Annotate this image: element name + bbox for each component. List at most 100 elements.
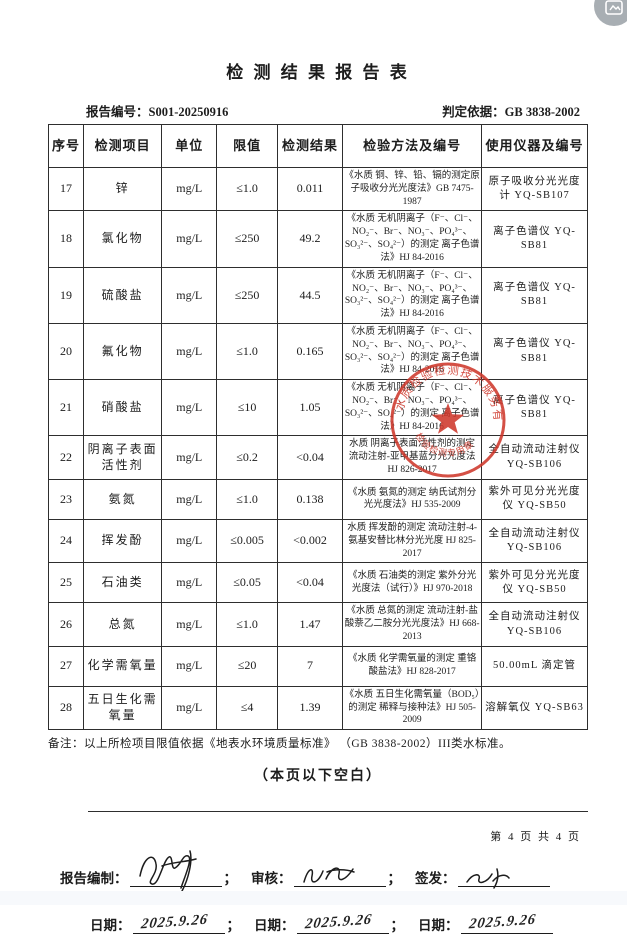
results-table: 序号 检测项目 单位 限值 检测结果 检验方法及编号 使用仪器及编号 17 锌 mg/L ≤1.0…: [47, 124, 588, 731]
cell-unit: mg/L: [161, 602, 218, 647]
cell-limit: ≤1.0: [216, 166, 278, 212]
review-date-value: 2025.9.26: [303, 911, 373, 933]
review-date-field: 日期： 2025.9.26 ；: [254, 903, 405, 935]
signature-scribble: [138, 850, 197, 892]
prepared-by-signature: [129, 850, 222, 892]
cell-instrument: 紫外可见分光光度仪 YQ-SB50: [481, 562, 588, 604]
cell-instrument: 离子色谱仪 YQ-SB81: [481, 379, 588, 437]
separator: ；: [390, 918, 405, 934]
column-header: 检测结果: [276, 124, 344, 168]
page-number: 第 4 页 共 4 页: [490, 831, 581, 843]
judgment-basis-label: 判定依据：: [442, 105, 505, 119]
date-label: 日期：: [418, 918, 459, 934]
footnote: 备注：以上所检项目限值依据《地表水环境质量标准》 （GB 3838-2002）I…: [48, 738, 512, 751]
cell-no: 19: [47, 266, 85, 324]
cell-limit: ≤250: [216, 210, 278, 268]
cell-unit: mg/L: [161, 562, 218, 604]
separator: ；: [223, 871, 238, 887]
cell-item: 化学需氧量: [83, 645, 163, 687]
cell-item: 总氮: [83, 602, 163, 647]
cell-result: 1.05: [276, 379, 344, 437]
cell-unit: mg/L: [161, 435, 218, 480]
cell-item: 硝酸盐: [83, 379, 163, 437]
cell-limit: ≤20: [216, 645, 278, 687]
signature-row: 报告编制： ； 审核： ； 签发：: [60, 850, 588, 892]
prepared-date-value: 2025.9.26: [139, 911, 209, 933]
cell-limit: ≤10: [216, 379, 278, 437]
cell-unit: mg/L: [161, 266, 218, 324]
report-meta: 报告编号：S001-20250916 判定依据：GB 3838-2002: [48, 101, 588, 124]
cell-method: 《水质 总氮的测定 流动注射-盐酸萘乙二胺分光光度法》HJ 668-2013: [342, 602, 483, 647]
cell-result: 49.2: [276, 210, 344, 268]
export-image-icon: [605, 0, 623, 26]
judgment-basis-value: GB 3838-2002: [504, 105, 580, 119]
cell-method: 《水质 化学需氧量的测定 重铬酸盐法》HJ 828-2017: [342, 645, 483, 687]
cell-no: 28: [47, 685, 85, 731]
cell-instrument: 全自动流动注射仪 YQ-SB106: [481, 435, 588, 480]
cell-item: 锌: [83, 166, 163, 212]
cell-instrument: 溶解氧仪 YQ-SB63: [481, 685, 588, 731]
cell-method: 水质 挥发酚的测定 流动注射-4-氨基安替比林分光光度 HJ 825-2017: [342, 518, 483, 564]
cell-result: 1.39: [276, 685, 344, 731]
column-header: 序号: [47, 124, 85, 168]
report-number-value: S001-20250916: [148, 105, 229, 119]
column-header: 使用仪器及编号: [481, 124, 588, 168]
cell-unit: mg/L: [161, 645, 218, 687]
cell-no: 22: [47, 435, 85, 480]
report-number-label: 报告编号：: [86, 105, 149, 119]
cell-instrument: 紫外可见分光光度仪 YQ-SB50: [481, 478, 588, 520]
results-table-body: 17 锌 mg/L ≤1.0 0.011 《水质 铜、锌、铅、镉的测定原子吸收分光光度法》…: [47, 166, 588, 731]
cell-method: 《水质 无机阴离子（F⁻、Cl⁻、NO₂⁻、Br⁻、NO₃⁻、PO₄³⁻、SO₃…: [342, 266, 483, 324]
cell-method: 《水质 五日生化需氧量（BOD₅）的测定 稀释与接种法》HJ 505-2009: [342, 685, 483, 731]
cell-method: 水质 阴离子表面活性剂的测定 流动注射-亚甲基蓝分光光度法 HJ 826-201…: [342, 435, 483, 480]
table-row: 17 锌 mg/L ≤1.0 0.011 《水质 铜、锌、铅、镉的测定原子吸收分光光度法》…: [47, 166, 588, 212]
table-row: 26 总氮 mg/L ≤1.0 1.47 《水质 总氮的测定 流动注射-盐酸萘乙二胺分光光…: [47, 602, 588, 647]
table-row: 27 化学需氧量 mg/L ≤20 7 《水质 化学需氧量的测定 重铬酸盐法》HJ 828…: [47, 645, 588, 687]
cell-no: 24: [47, 518, 85, 564]
table-row: 20 氟化物 mg/L ≤1.0 0.165 《水质 无机阴离子（F⁻、Cl⁻、NO₂⁻、…: [47, 322, 588, 381]
page-title: 检 测 结 果 报 告 表: [226, 63, 410, 82]
column-header: 检验方法及编号: [342, 124, 483, 168]
cell-unit: mg/L: [161, 478, 218, 520]
cell-unit: mg/L: [161, 518, 218, 564]
cell-method: 《水质 石油类的测定 紫外分光光度法（试行）》HJ 970-2018: [342, 562, 483, 604]
cell-result: 44.5: [276, 266, 344, 324]
cell-unit: mg/L: [161, 379, 218, 437]
prepared-by-label: 报告编制：: [60, 871, 128, 887]
table-row: 19 硫酸盐 mg/L ≤250 44.5 《水质 无机阴离子（F⁻、Cl⁻、NO₂⁻、B…: [47, 266, 588, 324]
cell-item: 硫酸盐: [83, 266, 163, 324]
cell-method: 《水质 无机阴离子（F⁻、Cl⁻、NO₂⁻、Br⁻、NO₃⁻、PO₄³⁻、SO₃…: [342, 379, 483, 437]
cell-limit: ≤1.0: [216, 322, 278, 381]
cell-item: 五日生化需氧量: [83, 685, 163, 731]
cell-result: <0.04: [276, 562, 344, 604]
cell-item: 挥发酚: [83, 518, 163, 564]
cell-limit: ≤1.0: [216, 478, 278, 520]
cell-item: 石油类: [83, 562, 163, 604]
cell-method: 《水质 铜、锌、铅、镉的测定原子吸收分光光度法》GB 7475-1987: [342, 166, 483, 212]
prepared-date-field: 日期： 2025.9.26 ；: [90, 903, 241, 935]
cell-unit: mg/L: [161, 685, 218, 731]
cell-no: 20: [47, 322, 85, 381]
reviewed-by-label: 审核：: [251, 871, 292, 887]
column-header: 限值: [216, 124, 278, 168]
report-number: 报告编号：S001-20250916: [86, 101, 228, 120]
cell-result: 7: [276, 645, 344, 687]
cell-instrument: 离子色谱仪 YQ-SB81: [481, 210, 588, 268]
export-image-button[interactable]: [594, 0, 627, 26]
issue-date-value: 2025.9.26: [467, 911, 537, 933]
report-page: 检 测 结 果 报 告 表 报告编号：S001-20250916 判定依据：GB…: [47, 58, 588, 950]
reviewed-by-field: 审核： ；: [251, 856, 402, 888]
cell-no: 25: [47, 562, 85, 604]
column-header: 检测项目: [83, 124, 163, 168]
cell-no: 27: [47, 645, 85, 687]
table-row: 21 硝酸盐 mg/L ≤10 1.05 《水质 无机阴离子（F⁻、Cl⁻、NO₂⁻、Br…: [47, 379, 588, 437]
cell-instrument: 全自动流动注射仪 YQ-SB106: [481, 518, 588, 564]
cell-result: 1.47: [276, 602, 344, 647]
cell-item: 氨氮: [83, 478, 163, 520]
cell-instrument: 离子色谱仪 YQ-SB81: [481, 266, 588, 324]
page-bottom-edge: [0, 891, 627, 905]
reviewed-by-signature: [293, 856, 386, 888]
separator: ；: [387, 871, 402, 887]
cell-instrument: 50.00mL 滴定管: [481, 645, 588, 687]
separator: ；: [226, 918, 241, 934]
